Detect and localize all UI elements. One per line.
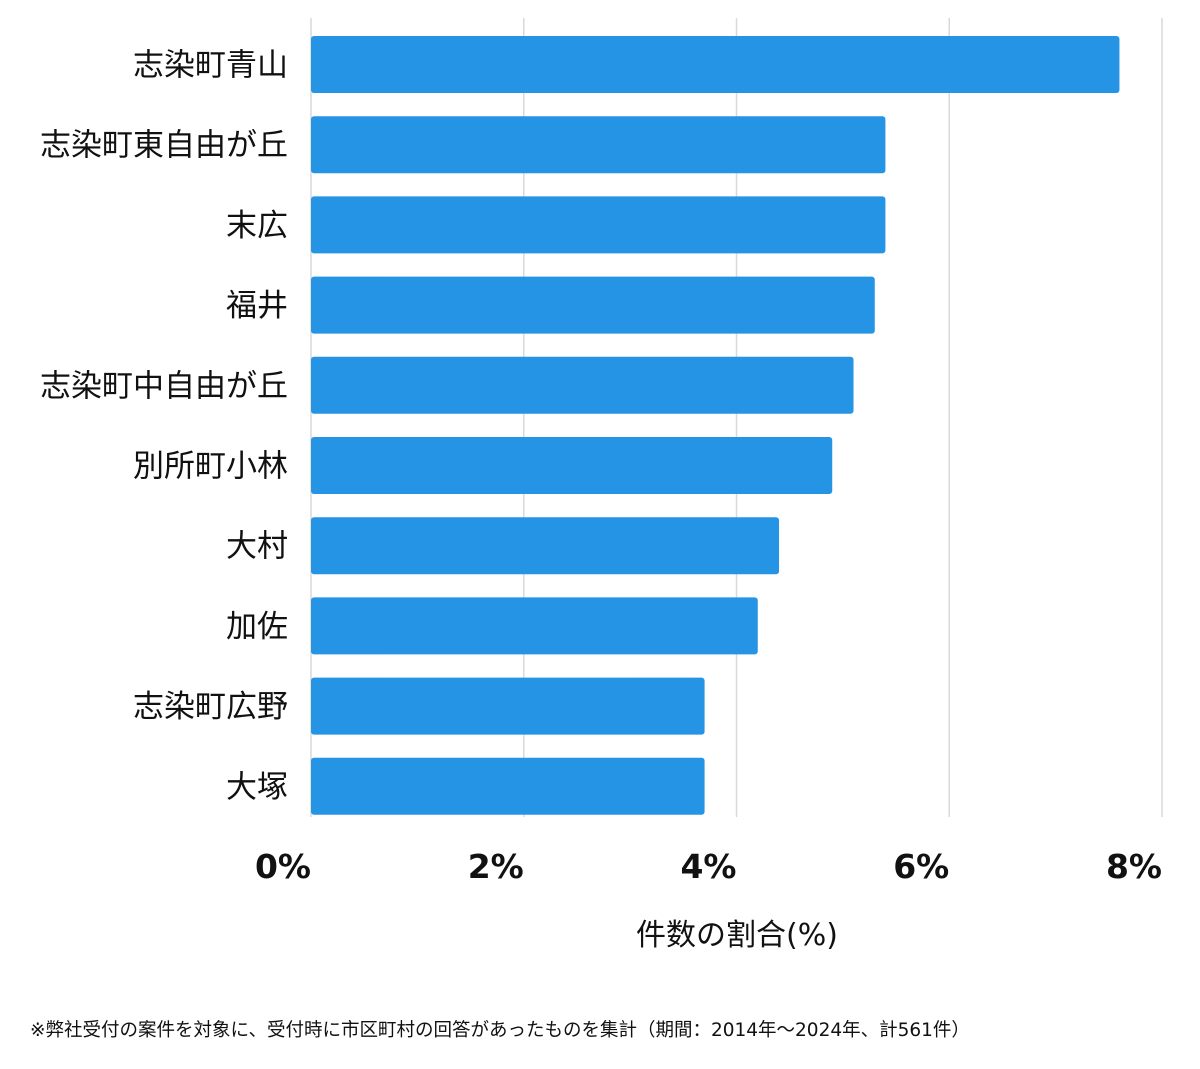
- x-tick-label-2: 4%: [680, 847, 736, 886]
- bar-3: [311, 276, 875, 334]
- bar-0: [311, 36, 1120, 93]
- x-axis-title: 件数の割合(%): [636, 918, 838, 953]
- bar-4: [311, 356, 854, 414]
- category-label-5: 別所町小林: [133, 449, 288, 485]
- category-label-7: 加佐: [226, 609, 288, 645]
- category-label-8: 志染町広野: [133, 689, 288, 725]
- bar-6: [311, 517, 780, 575]
- x-tick-label-3: 6%: [893, 847, 949, 886]
- bar-9: [311, 757, 705, 815]
- bars: [311, 36, 1120, 815]
- bar-5: [311, 437, 833, 494]
- footnote: ※弊社受付の案件を対象に、受付時に市区町村の回答があったものを集計（期間：201…: [30, 1020, 970, 1041]
- category-label-2: 末広: [226, 208, 288, 244]
- bar-7: [311, 597, 758, 655]
- x-tick-labels: 0% 2% 4% 6% 8%: [255, 847, 1162, 886]
- x-tick-label-1: 2%: [468, 847, 524, 886]
- x-tick-label-0: 0%: [255, 847, 311, 886]
- x-tick-label-4: 8%: [1106, 847, 1162, 886]
- bar-2: [311, 196, 886, 254]
- category-label-4: 志染町中自由が丘: [40, 368, 288, 404]
- category-label-9: 大塚: [226, 769, 288, 805]
- bar-chart: 志染町青山志染町東自由が丘末広福井志染町中自由が丘別所町小林大村加佐志染町広野大…: [40, 18, 1163, 953]
- category-label-6: 大村: [226, 529, 288, 565]
- bar-1: [311, 116, 886, 174]
- category-label-0: 志染町青山: [133, 48, 288, 84]
- bar-8: [311, 677, 705, 735]
- category-label-3: 福井: [226, 288, 288, 324]
- category-label-1: 志染町東自由が丘: [40, 128, 288, 164]
- category-labels: 志染町青山志染町東自由が丘末広福井志染町中自由が丘別所町小林大村加佐志染町広野大…: [40, 48, 288, 806]
